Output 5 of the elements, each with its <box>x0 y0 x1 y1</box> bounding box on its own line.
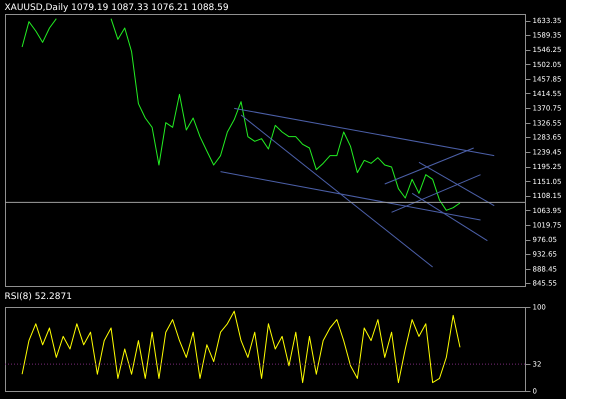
line-series <box>22 18 57 48</box>
chart-title: XAUUSD,Daily 1079.19 1087.33 1076.21 1088.59 <box>4 3 229 13</box>
chart-title: RSI(8) 52.2871 <box>4 292 72 302</box>
line-series <box>110 18 460 211</box>
line-series <box>22 310 460 384</box>
